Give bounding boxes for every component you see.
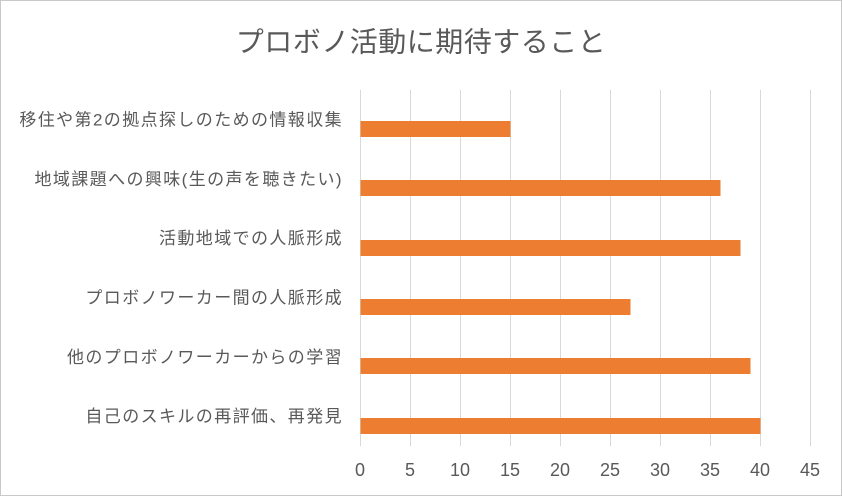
- x-tick-label: 15: [500, 460, 520, 480]
- bar: [360, 240, 741, 256]
- x-tick-label: 25: [600, 460, 620, 480]
- x-tick-label: 0: [355, 460, 365, 480]
- category-label: 地域課題への興味(生の声を聴きたい): [34, 170, 343, 189]
- bar: [360, 358, 751, 374]
- category-label: 他のプロボノワーカーからの学習: [67, 348, 343, 367]
- x-tick-label: 20: [550, 460, 570, 480]
- category-label: プロボノワーカー間の人脈形成: [85, 289, 343, 308]
- x-tick-label: 10: [450, 460, 470, 480]
- x-tick-label: 45: [800, 460, 820, 480]
- bar: [360, 180, 721, 196]
- bar: [360, 299, 631, 315]
- gridlines: [360, 90, 811, 446]
- category-label: 活動地域での人脈形成: [159, 229, 343, 248]
- category-label: 移住や第2の拠点探しのための情報収集: [19, 111, 343, 130]
- x-axis-tick-labels: 0 5 10 15 20 25 30 35 40 45: [355, 460, 820, 480]
- x-tick-label: 30: [650, 460, 670, 480]
- bar: [360, 121, 511, 137]
- bar: [360, 418, 761, 434]
- category-label: 自己のスキルの再評価、再発見: [85, 407, 343, 426]
- bars: [360, 121, 761, 434]
- x-tick-label: 5: [405, 460, 415, 480]
- x-tick-label: 40: [750, 460, 770, 480]
- chart-title: プロボノ活動に期待すること: [236, 27, 607, 58]
- x-tick-label: 35: [700, 460, 720, 480]
